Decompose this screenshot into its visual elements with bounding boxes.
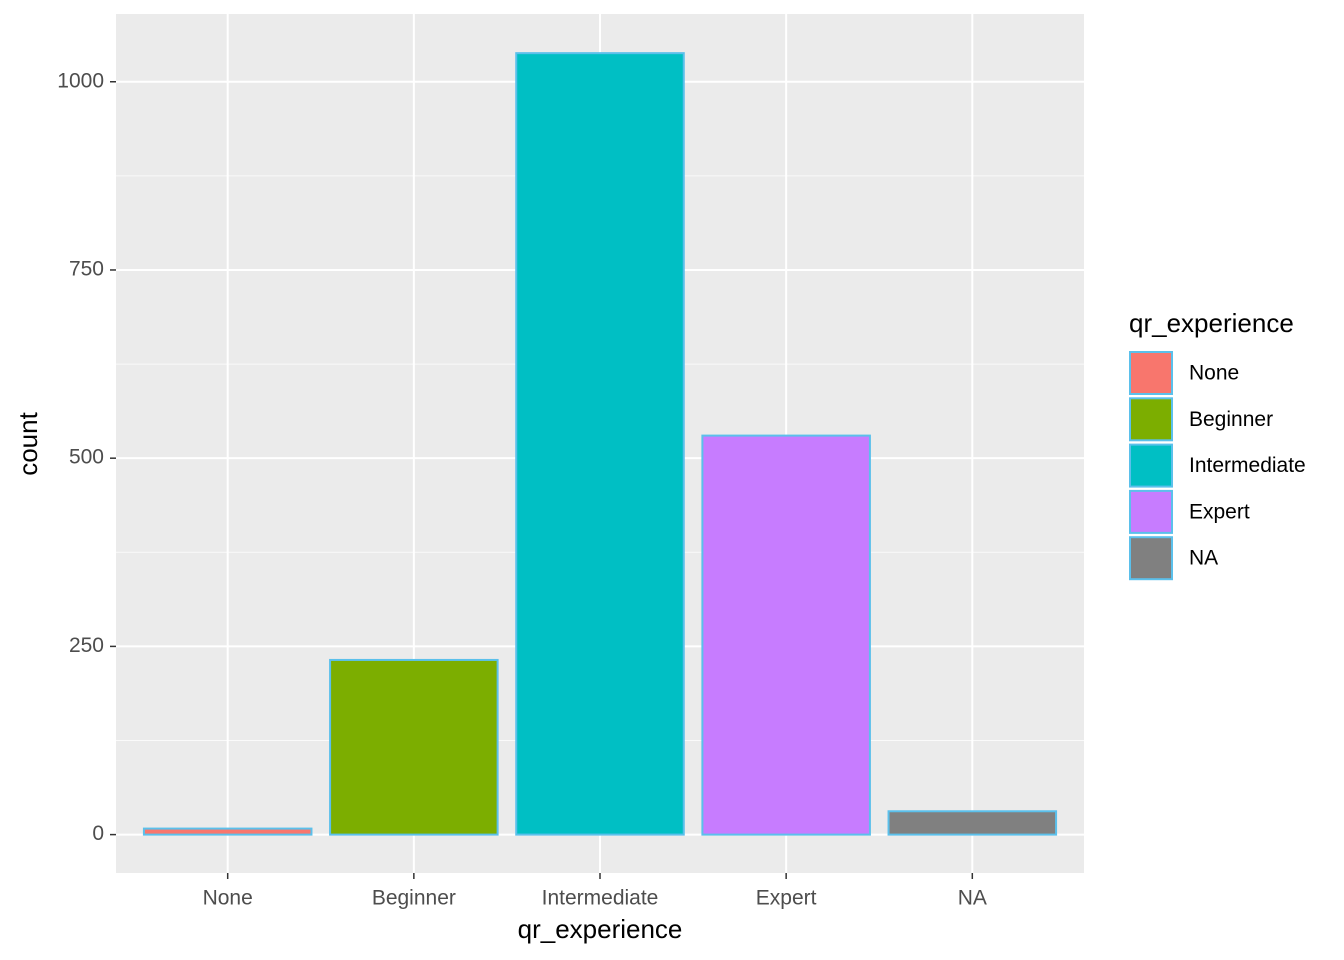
bar	[887, 810, 1058, 836]
legend-swatch	[1129, 536, 1173, 581]
legend-swatch	[1129, 397, 1173, 442]
y-tick-label: 0	[92, 822, 104, 845]
legend-swatch	[1129, 489, 1173, 534]
y-tick-label: 1000	[57, 69, 104, 92]
bar	[701, 434, 871, 836]
x-tick-label: Beginner	[372, 887, 456, 910]
x-tick-label: Intermediate	[542, 887, 659, 910]
x-tick-label: Expert	[756, 887, 817, 910]
bar	[515, 52, 685, 836]
legend-swatch	[1129, 443, 1173, 488]
x-axis-title: qr_experience	[518, 914, 683, 944]
bar	[142, 827, 313, 836]
y-tick-label: 500	[69, 446, 104, 469]
legend-swatch	[1129, 351, 1173, 395]
legend-label: NA	[1189, 547, 1218, 570]
legend-label: Intermediate	[1189, 454, 1306, 477]
bar	[329, 658, 499, 836]
legend-label: None	[1189, 362, 1239, 385]
y-tick-label: 750	[69, 258, 104, 281]
x-tick-label: None	[203, 887, 253, 910]
y-axis-title: count	[13, 411, 43, 475]
x-tick-label: NA	[958, 887, 987, 910]
legend-label: Expert	[1189, 500, 1250, 523]
legend-title: qr_experience	[1129, 308, 1294, 338]
y-tick-label: 250	[69, 634, 104, 657]
legend-label: Beginner	[1189, 408, 1273, 431]
